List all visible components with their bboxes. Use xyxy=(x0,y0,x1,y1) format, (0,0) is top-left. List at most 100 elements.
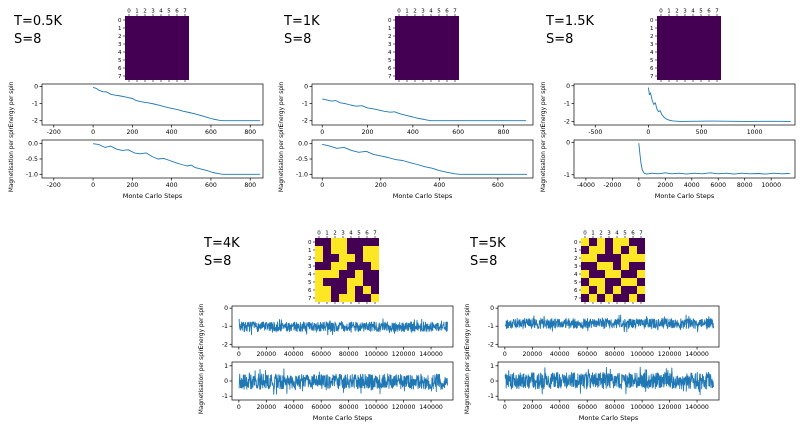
svg-text:20000: 20000 xyxy=(522,404,542,411)
svg-text:10000: 10000 xyxy=(761,182,781,189)
svg-text:80000: 80000 xyxy=(339,404,359,411)
svg-text:3: 3 xyxy=(341,231,345,237)
svg-text:0: 0 xyxy=(127,9,131,15)
svg-text:7: 7 xyxy=(650,74,654,80)
svg-text:3: 3 xyxy=(650,42,654,48)
svg-text:0: 0 xyxy=(118,18,122,24)
svg-text:Energy per spin: Energy per spin xyxy=(279,81,285,127)
svg-text:2: 2 xyxy=(413,9,417,15)
svg-text:0: 0 xyxy=(320,129,324,136)
svg-text:200: 200 xyxy=(362,129,374,136)
magnetisation-chart: 0 20000 40000 60000 80000 100000 120000 1400001… xyxy=(465,348,720,422)
svg-text:120000: 120000 xyxy=(658,351,682,358)
svg-text:800: 800 xyxy=(498,129,510,136)
svg-text:6: 6 xyxy=(365,231,369,237)
svg-text:1000: 1000 xyxy=(747,129,763,136)
svg-text:Monte Carlo Steps: Monte Carlo Steps xyxy=(393,192,453,200)
svg-text:Magnetisation per spin: Magnetisation per spin xyxy=(279,126,285,193)
svg-text:Monte Carlo Steps: Monte Carlo Steps xyxy=(655,192,715,200)
svg-text:-2: -2 xyxy=(222,341,228,348)
temperature-label: T=0.5K xyxy=(14,14,63,29)
svg-text:2: 2 xyxy=(118,34,122,40)
svg-text:2: 2 xyxy=(675,9,679,15)
svg-text:1: 1 xyxy=(224,363,228,370)
svg-text:0: 0 xyxy=(224,378,228,385)
energy-chart: -200 0 200 400 600 800 0 -1 -2 Energy per spin xyxy=(9,81,264,136)
svg-text:8000: 8000 xyxy=(737,182,753,189)
svg-text:0: 0 xyxy=(566,140,570,147)
svg-text:-2: -2 xyxy=(564,118,570,125)
svg-text:-1: -1 xyxy=(222,323,228,330)
svg-text:200: 200 xyxy=(126,182,138,189)
svg-text:3: 3 xyxy=(151,9,155,15)
svg-text:0: 0 xyxy=(637,182,641,189)
svg-text:500: 500 xyxy=(696,129,708,136)
svg-text:1: 1 xyxy=(118,26,122,32)
svg-text:2: 2 xyxy=(143,9,147,15)
svg-text:20000: 20000 xyxy=(256,351,276,358)
svg-text:5: 5 xyxy=(167,9,171,15)
svg-text:40000: 40000 xyxy=(550,404,570,411)
svg-text:20000: 20000 xyxy=(522,351,542,358)
svg-text:2000: 2000 xyxy=(657,182,673,189)
svg-text:2: 2 xyxy=(333,231,337,237)
svg-text:0: 0 xyxy=(490,305,494,312)
svg-text:0: 0 xyxy=(503,351,507,358)
svg-text:1: 1 xyxy=(650,26,654,32)
svg-text:4: 4 xyxy=(308,272,312,278)
svg-text:-200: -200 xyxy=(47,182,61,189)
svg-text:5: 5 xyxy=(574,280,578,286)
svg-text:0: 0 xyxy=(304,84,308,91)
panel-labels: T=1.5K S=8 xyxy=(546,14,594,49)
svg-text:2: 2 xyxy=(388,34,392,40)
svg-text:-4000: -4000 xyxy=(577,182,595,189)
spin-size-label: S=8 xyxy=(470,254,498,270)
panel-labels: T=5K S=8 xyxy=(470,236,506,271)
svg-text:1: 1 xyxy=(135,9,139,15)
svg-text:400: 400 xyxy=(166,129,178,136)
svg-text:200: 200 xyxy=(375,182,387,189)
svg-text:7: 7 xyxy=(639,231,643,237)
svg-text:100000: 100000 xyxy=(364,351,388,358)
svg-text:-0.5: -0.5 xyxy=(26,156,38,163)
svg-text:7: 7 xyxy=(388,74,392,80)
svg-text:5: 5 xyxy=(699,9,703,15)
svg-text:140000: 140000 xyxy=(419,404,443,411)
svg-text:0: 0 xyxy=(503,404,507,411)
temperature-label: T=4K xyxy=(204,236,240,251)
svg-text:0: 0 xyxy=(659,9,663,15)
svg-text:0: 0 xyxy=(237,404,241,411)
svg-text:4: 4 xyxy=(691,9,695,15)
svg-text:3: 3 xyxy=(308,264,312,270)
svg-text:4: 4 xyxy=(349,231,353,237)
svg-text:3: 3 xyxy=(118,42,122,48)
svg-text:6: 6 xyxy=(308,288,312,294)
svg-text:7: 7 xyxy=(308,296,312,302)
svg-text:5: 5 xyxy=(437,9,441,15)
svg-text:2: 2 xyxy=(308,256,312,262)
svg-text:-1: -1 xyxy=(488,323,494,330)
svg-text:40000: 40000 xyxy=(550,351,570,358)
svg-text:1: 1 xyxy=(308,248,312,254)
svg-text:60000: 60000 xyxy=(577,404,597,411)
svg-text:1: 1 xyxy=(325,231,329,237)
svg-text:5: 5 xyxy=(388,58,392,64)
svg-text:-200: -200 xyxy=(47,129,61,136)
panel-labels: T=0.5K S=8 xyxy=(14,14,62,49)
svg-text:7: 7 xyxy=(453,9,457,15)
svg-text:7: 7 xyxy=(183,9,187,15)
temperature-label: T=1.5K xyxy=(546,14,595,29)
svg-text:40000: 40000 xyxy=(284,404,304,411)
svg-text:-1: -1 xyxy=(488,393,494,400)
svg-text:-500: -500 xyxy=(588,129,602,136)
svg-text:400: 400 xyxy=(433,182,445,189)
